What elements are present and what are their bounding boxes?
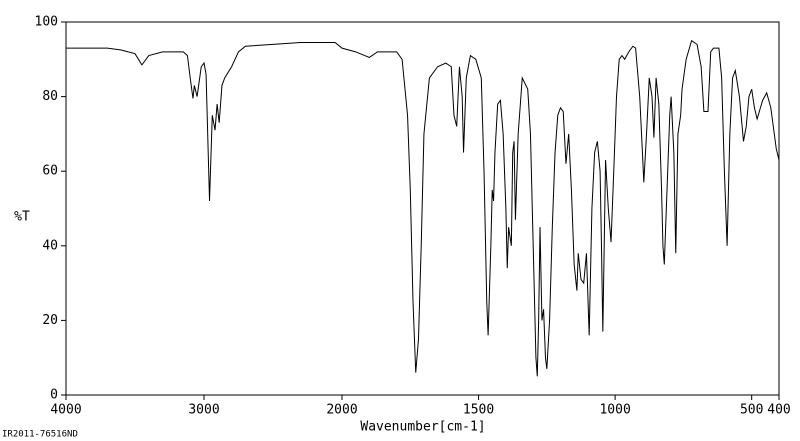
y-tick-label: 40 — [42, 238, 58, 253]
spectrum-line — [66, 39, 780, 377]
y-tick-label: 20 — [42, 313, 58, 328]
x-tick-label: 2000 — [326, 403, 357, 418]
y-axis-label: %T — [14, 210, 30, 225]
y-tick-label: 60 — [42, 164, 58, 179]
x-tick-label: 1500 — [463, 403, 494, 418]
x-tick-label: 1000 — [599, 403, 630, 418]
y-tick-label: 0 — [50, 388, 58, 403]
y-tick-label: 100 — [35, 15, 58, 30]
x-tick-label: 3000 — [188, 403, 219, 418]
x-tick-label: 400 — [767, 403, 790, 418]
x-axis-label: Wavenumber[cm-1] — [360, 420, 485, 435]
footer: IR2011-76516ND — [2, 430, 78, 440]
plot-frame — [65, 21, 780, 396]
x-tick-label: 500 — [740, 403, 763, 418]
y-tick-label: 80 — [42, 89, 58, 104]
x-tick-label: 4000 — [50, 403, 81, 418]
